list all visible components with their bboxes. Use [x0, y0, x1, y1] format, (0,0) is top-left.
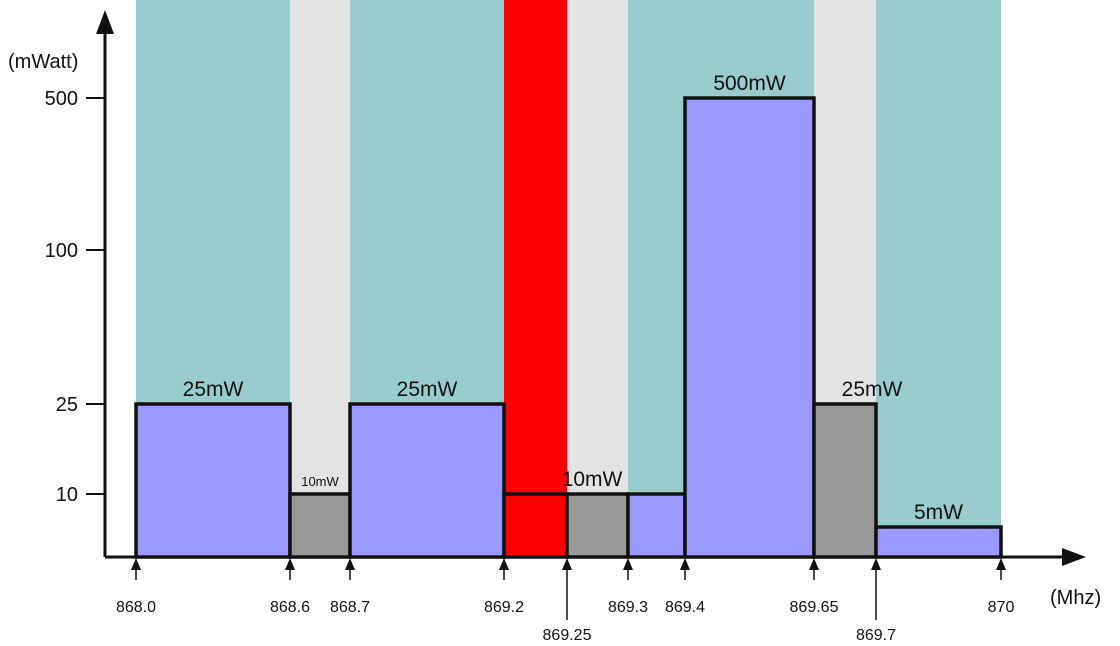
x-ticks: 868.0 868.6 868.7 869.2 869.25 869.3 869.4 869.…: [116, 558, 1014, 644]
y-tick-label: 10: [56, 484, 78, 506]
bar: [812, 402, 878, 559]
y-tick-label: 25: [56, 394, 78, 416]
axes: [96, 10, 1086, 566]
x-tick-label: 869.7: [856, 627, 896, 644]
y-axis-label: (mWatt): [8, 51, 78, 73]
bar-value-label: 25mW: [183, 378, 244, 401]
background-band: [567, 0, 628, 557]
bar-value-label: 500mW: [713, 72, 786, 95]
y-tick-label: 100: [45, 240, 78, 262]
x-tick-arrow-icon: [623, 558, 633, 570]
bar-value-label: 10mW: [301, 474, 339, 489]
bar: [683, 96, 816, 559]
x-tick-label: 870: [988, 599, 1015, 616]
x-tick-label: 869.2: [484, 599, 524, 616]
x-tick-arrow-icon: [499, 558, 509, 570]
y-ticks: 500 100 25 10: [45, 88, 105, 506]
x-tick-label: 868.7: [330, 599, 370, 616]
y-axis-arrow-icon: [96, 10, 114, 34]
x-tick-arrow-icon: [996, 558, 1006, 570]
bar-value-label: 10mW: [562, 468, 623, 491]
bar: [348, 402, 506, 559]
x-tick-label: 868.6: [270, 599, 310, 616]
x-tick-label: 868.0: [116, 599, 156, 616]
bar: [565, 492, 630, 559]
bar-value-label: 25mW: [397, 378, 458, 401]
bar: [288, 492, 352, 559]
x-tick-arrow-icon: [680, 558, 690, 570]
x-axis-label: (Mhz): [1050, 587, 1101, 609]
x-tick-arrow-icon: [871, 558, 881, 570]
bar: [626, 492, 687, 559]
x-tick-arrow-icon: [562, 558, 572, 570]
y-tick-label: 500: [45, 88, 78, 110]
x-tick-label: 869.3: [608, 599, 648, 616]
bar: [874, 525, 1003, 559]
bars: [134, 96, 1003, 559]
x-tick-arrow-icon: [131, 558, 141, 570]
x-tick-arrow-icon: [345, 558, 355, 570]
bar-value-label: 25mW: [842, 378, 903, 401]
bar-value-label: 5mW: [914, 501, 963, 524]
x-tick-label: 869.65: [790, 599, 839, 616]
x-tick-label: 869.4: [665, 599, 705, 616]
x-tick-arrow-icon: [285, 558, 295, 570]
x-tick-arrow-icon: [809, 558, 819, 570]
background-band: [876, 0, 1001, 557]
bar-labels: 25mW 10mW 25mW 10mW 500mW 25mW 5mW: [183, 72, 964, 524]
background-band: [290, 0, 350, 557]
x-axis-arrow-icon: [1062, 548, 1086, 566]
background-band: [504, 0, 567, 557]
x-tick-label: 869.25: [543, 627, 592, 644]
bar: [134, 402, 292, 559]
bar: [502, 492, 569, 559]
